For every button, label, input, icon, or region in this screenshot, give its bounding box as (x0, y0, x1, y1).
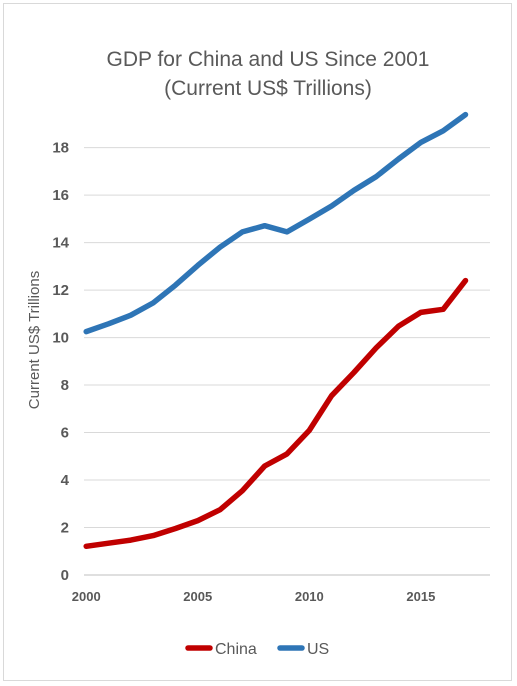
y-tick-label: 14 (52, 235, 69, 252)
x-tick-label: 2010 (295, 589, 324, 604)
y-tick-label: 12 (52, 282, 69, 299)
legend: China US (185, 641, 329, 658)
series-line-china (83, 277, 469, 550)
gridlines (84, 147, 490, 529)
y-tick-label: 8 (61, 377, 69, 394)
y-tick-label: 4 (61, 472, 70, 489)
y-tick-label: 0 (61, 567, 69, 584)
series-lines (83, 111, 469, 550)
y-tick-label: 16 (52, 187, 69, 204)
y-tick-label: 6 (61, 425, 69, 442)
x-tick-label: 2000 (72, 589, 101, 604)
x-tick-label: 2005 (183, 589, 212, 604)
chart-title: GDP for China and US Since 2001 (107, 48, 430, 71)
chart-frame (3, 3, 512, 681)
x-tick-label: 2015 (406, 589, 435, 604)
legend-label-china: China (215, 641, 257, 658)
y-tick-label: 10 (52, 330, 69, 347)
series-line-us (83, 111, 469, 335)
tick-labels: 0 2 4 6 8 10 12 14 16 18 2000 2005 2010 2015 (52, 140, 435, 604)
y-tick-label: 2 (61, 520, 69, 537)
y-tick-label: 18 (52, 140, 69, 157)
chart-subtitle: (Current US$ Trillions) (164, 77, 372, 100)
legend-label-us: US (307, 641, 329, 658)
y-axis-label: Current US$ Trillions (26, 271, 43, 409)
